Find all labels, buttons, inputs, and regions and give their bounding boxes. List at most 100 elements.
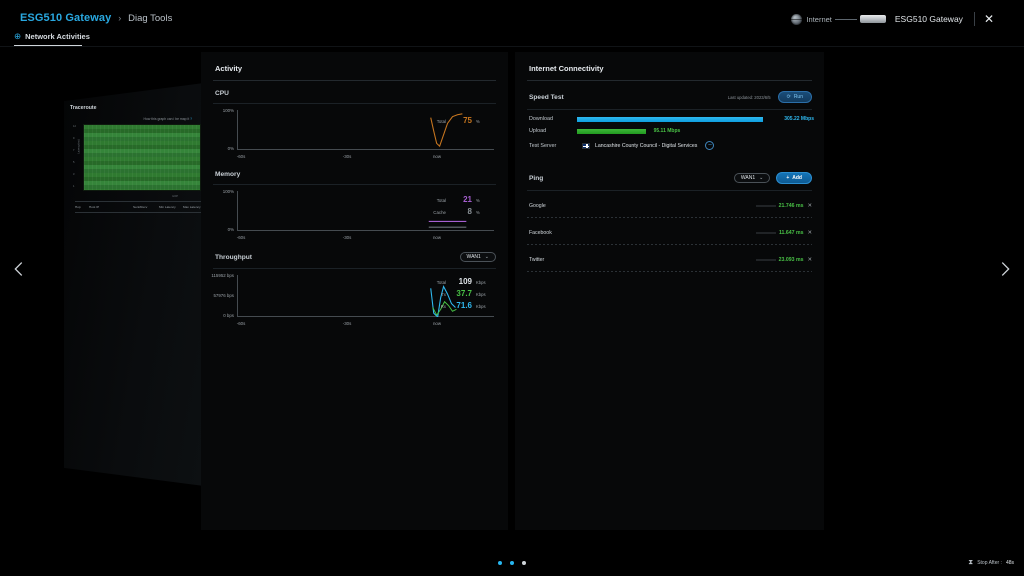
cpu-x-tick: -60s xyxy=(236,154,246,159)
cpu-x-tick: now xyxy=(432,154,442,159)
memory-x-tick: now xyxy=(432,235,442,240)
remove-ping-icon[interactable]: ✕ xyxy=(807,203,812,209)
upload-label: Upload xyxy=(529,128,547,134)
memory-x-tick: -30s xyxy=(342,235,352,240)
refresh-icon: ⟳ xyxy=(786,94,791,100)
throughput-y-axis xyxy=(237,275,238,317)
ping-host: Facebook xyxy=(529,230,552,236)
cpu-rule xyxy=(213,103,496,104)
test-server-row: Test Server Lancashire County Council - … xyxy=(515,134,824,150)
throughput-x-tick: -30s xyxy=(342,321,352,326)
speed-test-rule xyxy=(527,109,812,110)
throughput-interface-value: WAN1 xyxy=(466,254,481,260)
carousel-dot[interactable] xyxy=(498,561,502,565)
add-ping-button[interactable]: + Add xyxy=(776,172,812,184)
traceroute-col-minlat: Min Latency xyxy=(159,205,176,209)
cpu-readout-total: Total 75 % xyxy=(429,116,490,125)
download-bar-track xyxy=(577,116,779,122)
plus-icon: + xyxy=(786,175,790,181)
ping-sparkline xyxy=(756,256,776,263)
remove-ping-icon[interactable]: ✕ xyxy=(807,230,812,236)
download-label: Download xyxy=(529,116,553,122)
download-bar-fill xyxy=(577,116,764,122)
internet-connectivity-panel: Internet Connectivity Speed Test Last up… xyxy=(515,52,824,530)
test-server-name: Lancashire County Council - Digital Serv… xyxy=(595,142,698,149)
throughput-readout-label: Total xyxy=(436,280,446,285)
run-button-label: Run xyxy=(793,94,803,100)
memory-readout-value: 8 xyxy=(467,207,472,216)
memory-x-axis xyxy=(237,230,494,231)
ping-sparkline xyxy=(756,202,776,209)
throughput-readout-label: Rx xyxy=(440,304,446,309)
traceroute-preview-inner: Traceroute How this graph can i be map i… xyxy=(70,105,204,213)
minus-circle-icon[interactable]: − xyxy=(705,141,715,150)
internet-panel-title: Internet Connectivity xyxy=(529,64,604,73)
throughput-header: Throughput WAN1 ⌄ xyxy=(201,243,508,262)
stop-after-label: Stop After : xyxy=(977,559,1002,566)
ping-header: Ping WAN1 ⌄ + Add xyxy=(515,150,824,184)
activity-title-rule xyxy=(213,80,496,81)
run-speed-test-button[interactable]: ⟳ Run xyxy=(777,91,812,103)
throughput-readout-total: Total 109 Kbps xyxy=(429,277,490,286)
breadcrumb-separator: › xyxy=(118,13,122,23)
throughput-interface-dropdown[interactable]: WAN1 ⌄ xyxy=(459,252,496,262)
test-server-label: Test Server xyxy=(529,142,557,149)
router-icon xyxy=(859,15,886,23)
traceroute-col-hop: Hop xyxy=(75,205,81,209)
upload-bar-fill xyxy=(577,128,646,134)
throughput-x-tick: -60s xyxy=(236,321,246,326)
traceroute-table-header: Hop Host IP Sent/Recv Min Latency Max La… xyxy=(75,201,204,209)
throughput-readout-unit: Kbps xyxy=(476,292,486,297)
traceroute-col-maxlat: Max Latency xyxy=(183,205,201,209)
activity-panel: Activity CPU 100% 0% -60s -30s now Total… xyxy=(201,52,508,530)
memory-y-tick-max: 100% xyxy=(222,189,234,194)
remove-ping-icon[interactable]: ✕ xyxy=(807,257,812,263)
traceroute-preview-card[interactable]: Traceroute How this graph can i be map i… xyxy=(64,83,204,486)
traceroute-heatmap xyxy=(83,124,201,191)
memory-readout-unit: % xyxy=(476,198,480,203)
memory-readout-label: Cache xyxy=(433,210,446,215)
memory-readouts: Total 21 % Cache 8 % xyxy=(429,195,490,216)
carousel-prev-button[interactable] xyxy=(8,258,30,280)
carousel-dots xyxy=(0,561,1024,565)
ping-latency: 21.746 ms xyxy=(778,203,804,209)
ping-entry-google[interactable]: Google 21.746 ms ✕ xyxy=(515,191,824,218)
traceroute-y-tick: 3 xyxy=(73,173,75,176)
throughput-chart: 115952 bps 57976 bps 0 bps -60s -30s now… xyxy=(211,273,496,329)
uk-flag-icon xyxy=(582,142,590,149)
ping-label: Ping xyxy=(529,174,544,182)
memory-readout-cache: Cache 8 % xyxy=(429,207,490,216)
ping-sparkline xyxy=(756,229,776,236)
cpu-chart: 100% 0% -60s -30s now Total 75 % xyxy=(213,108,496,162)
carousel-next-button[interactable] xyxy=(994,258,1016,280)
throughput-readout-value: 71.6 xyxy=(456,301,472,310)
memory-readout-value: 21 xyxy=(463,195,472,204)
cpu-x-axis xyxy=(237,149,494,150)
traceroute-y-axis: 12 9 7 5 3 1 xyxy=(71,123,79,197)
activity-panel-title: Activity xyxy=(215,64,243,73)
ping-interface-dropdown[interactable]: WAN1 ⌄ xyxy=(733,173,771,183)
speed-test-header: Speed Test Last updated: 2023/6/5 ⟳ Run xyxy=(515,81,824,103)
carousel-dot[interactable] xyxy=(522,561,526,565)
throughput-readout-value: 109 xyxy=(458,277,472,286)
tab-network-activities[interactable]: ⊕ Network Activities xyxy=(14,28,90,44)
upload-row: Upload 95.11 Mbps xyxy=(515,122,824,134)
globe-icon xyxy=(791,13,803,25)
cpu-readouts: Total 75 % xyxy=(429,116,490,125)
breadcrumb-app[interactable]: ESG510 Gateway xyxy=(20,12,112,24)
cpu-x-tick: -30s xyxy=(342,154,352,159)
question-icon[interactable]: ? xyxy=(190,117,192,121)
internet-label: Internet xyxy=(806,14,832,24)
tab-active-underline xyxy=(14,45,82,46)
ping-entry-twitter[interactable]: Twitter 23.093 ms ✕ xyxy=(515,245,824,272)
carousel-dot[interactable] xyxy=(510,561,514,565)
close-icon[interactable]: ✕ xyxy=(983,12,994,26)
ping-latency: 11.647 ms xyxy=(778,230,804,236)
cpu-readout-label: Total xyxy=(436,119,446,124)
throughput-y-tick-max: 115952 bps xyxy=(211,273,234,278)
throughput-readout-rx: Rx 71.6 Kbps xyxy=(429,301,490,310)
ping-interface-value: WAN1 xyxy=(740,175,756,181)
traceroute-y-tick: 7 xyxy=(73,149,75,152)
ping-entry-facebook[interactable]: Facebook 11.647 ms ✕ xyxy=(515,218,824,245)
cpu-y-tick-min: 0% xyxy=(227,146,234,151)
